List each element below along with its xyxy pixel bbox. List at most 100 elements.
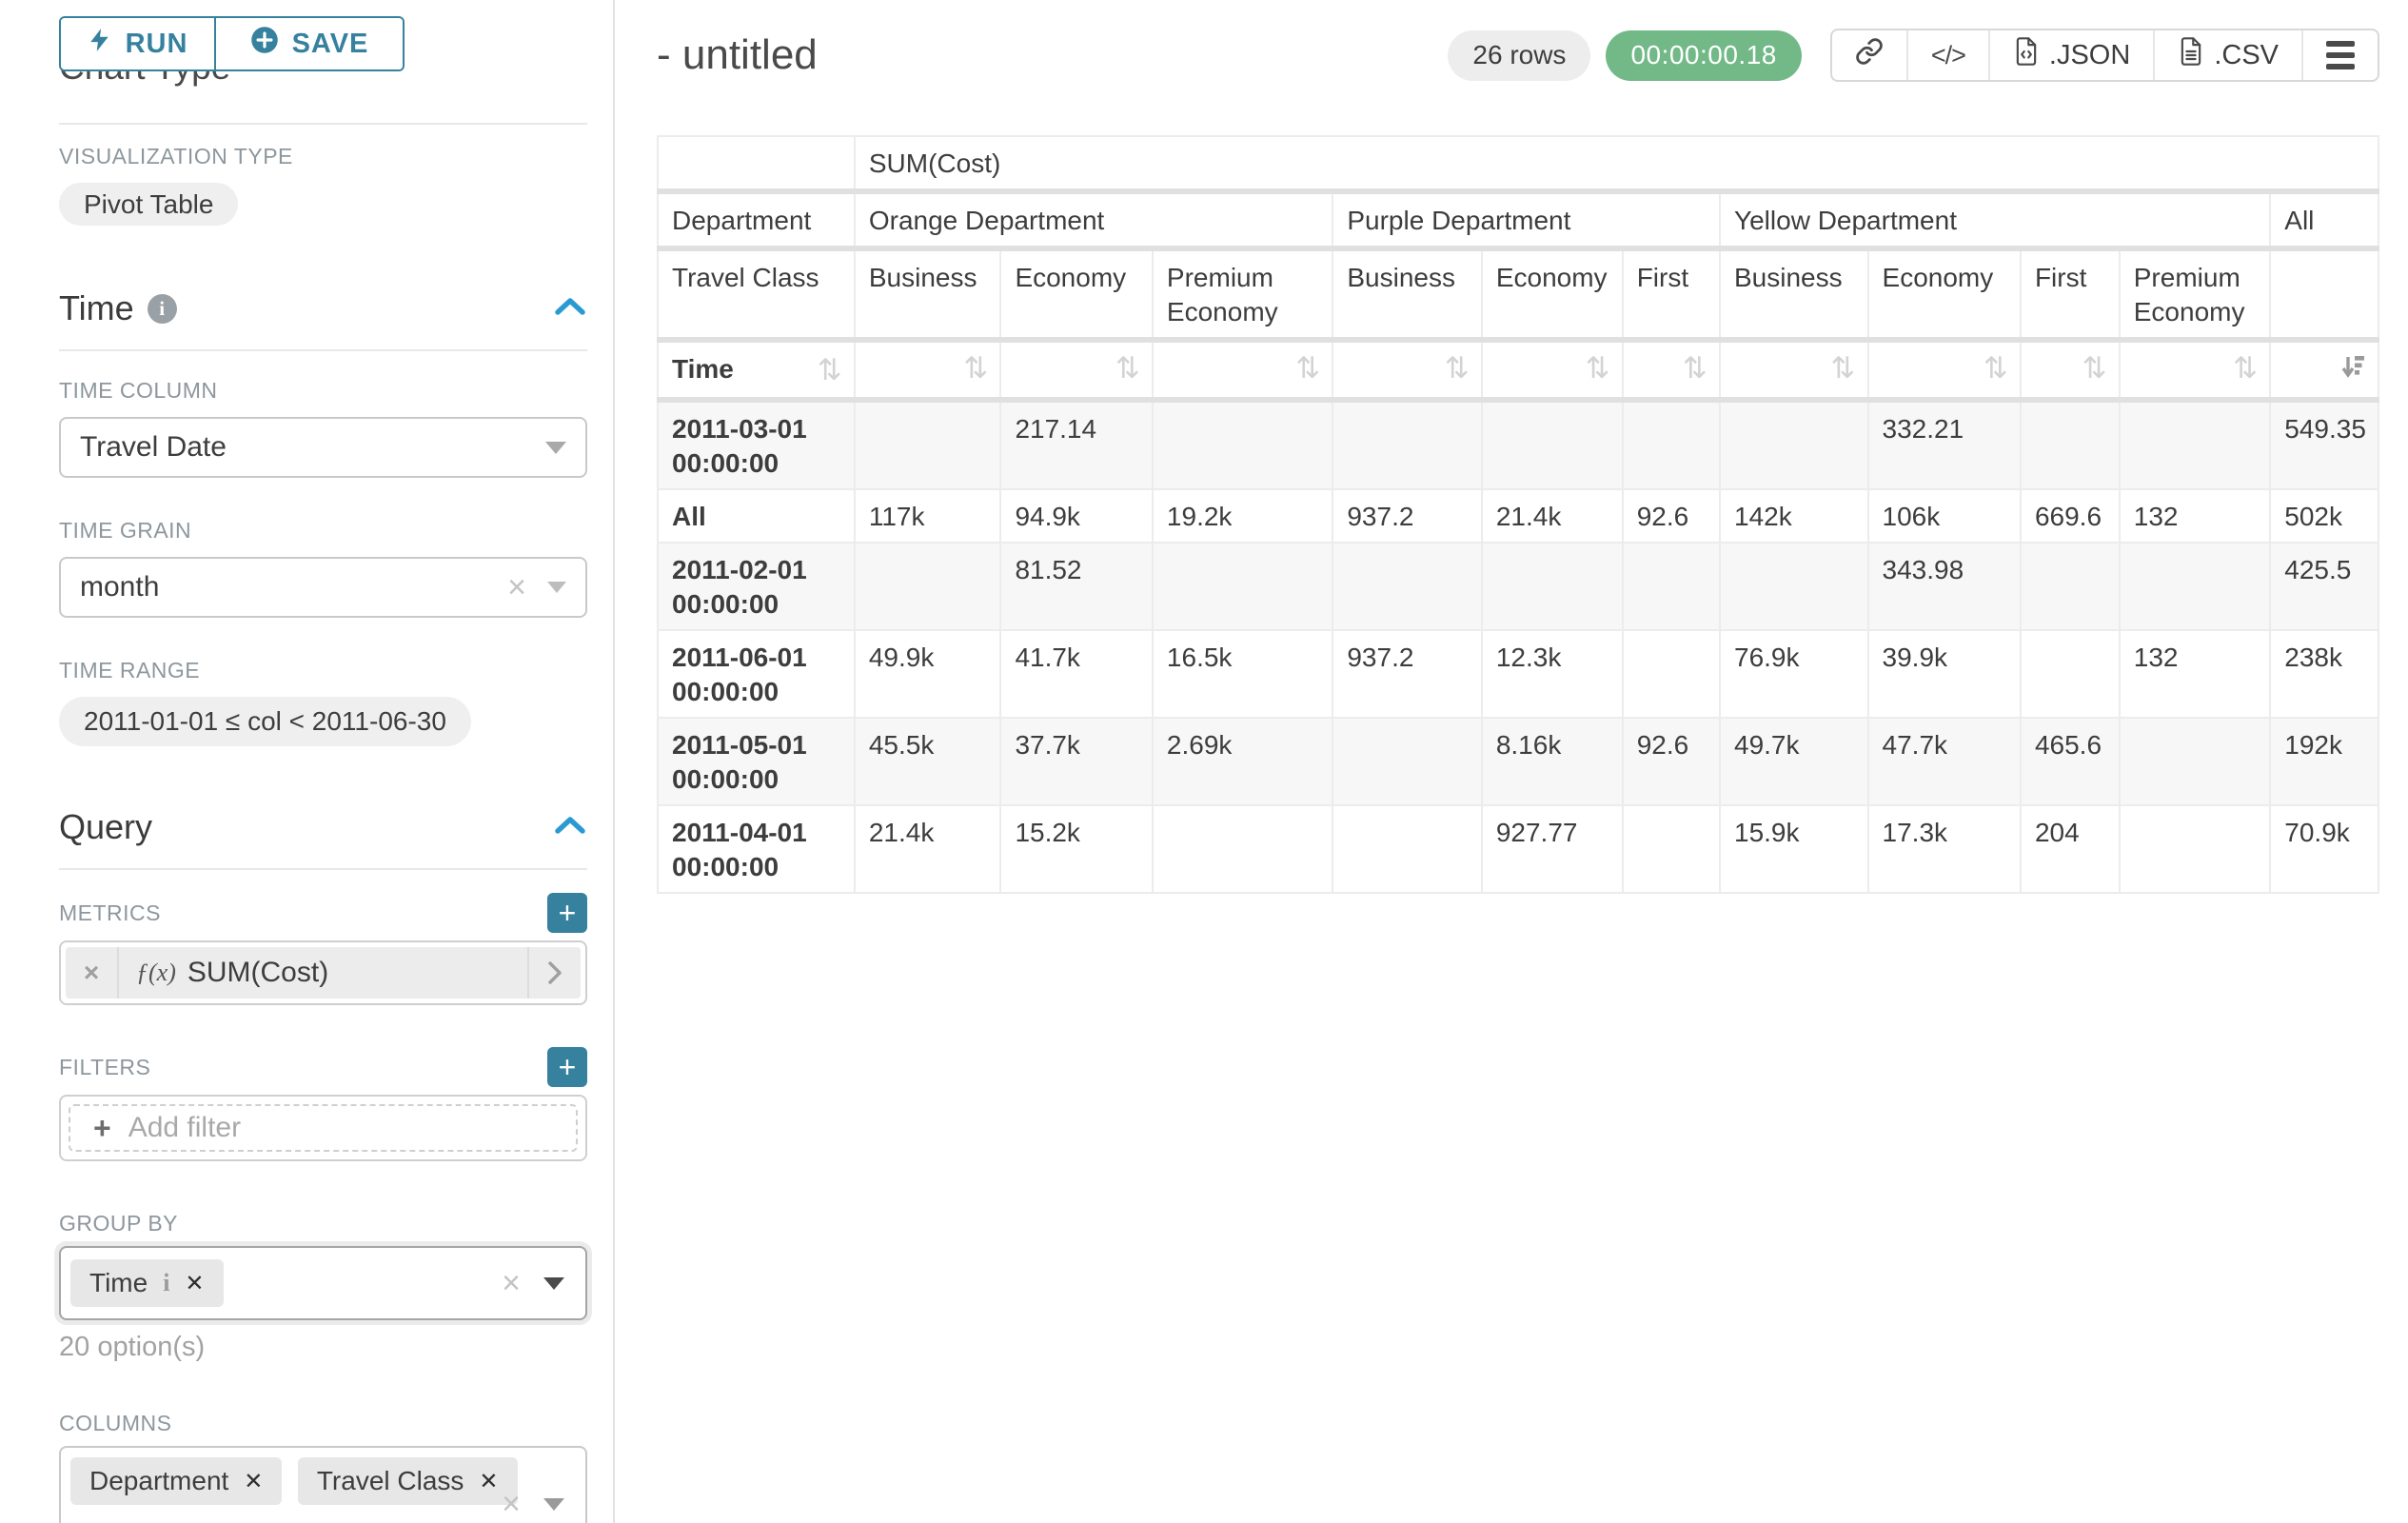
pivot-cell (853, 399, 1002, 490)
menu-button[interactable] (2303, 30, 2378, 80)
columns-tag-label: Department (89, 1466, 229, 1495)
pivot-sort-cell: ⇅ (2118, 339, 2272, 403)
pivot-cell: 332.21 (1866, 399, 2022, 490)
time-section-title: Time (59, 288, 134, 327)
save-button[interactable]: SAVE (216, 18, 403, 69)
chart-title[interactable]: - untitled (657, 31, 818, 78)
sort-icon[interactable]: ⇅ (1295, 351, 1321, 385)
chevron-up-icon[interactable] (553, 295, 587, 323)
pivot-column-group: Yellow Department (1718, 190, 2272, 251)
pivot-cell: 927.77 (1480, 804, 1624, 894)
pivot-sort-cell: ⇅ (853, 339, 1002, 403)
pivot-sub-column: Business (1332, 247, 1483, 343)
add-metric-button[interactable]: + (547, 893, 587, 933)
remove-tag-icon[interactable]: ✕ (244, 1468, 264, 1494)
filters-control-header: FILTERS + (59, 1047, 587, 1087)
visualization-type-value[interactable]: Pivot Table (59, 183, 239, 226)
sort-icon[interactable]: ⇅ (2082, 351, 2107, 385)
sort-icon[interactable]: ⇅ (1444, 351, 1470, 385)
control-panel-sidebar: Chart Type RUN SAVE (0, 0, 615, 1523)
share-link-button[interactable] (1832, 30, 1908, 80)
columns-tag-label: Travel Class (316, 1466, 464, 1495)
pivot-cell: 21.4k (853, 804, 1002, 894)
chevron-down-icon[interactable] (547, 582, 566, 593)
group-by-select[interactable]: Time i ✕ × (59, 1246, 587, 1320)
clear-icon[interactable]: × (502, 1486, 521, 1522)
metrics-control-header: METRICS + (59, 893, 587, 933)
time-grain-select[interactable]: month × (59, 557, 587, 618)
pivot-cell: 47.7k (1866, 717, 2022, 806)
filters-label: FILTERS (59, 1054, 151, 1079)
sort-descending-icon[interactable] (2340, 352, 2366, 389)
plus-circle-icon (250, 26, 279, 62)
plus-icon: + (93, 1110, 111, 1145)
export-csv-button[interactable]: .CSV (2155, 30, 2303, 80)
pivot-cell: 76.9k (1719, 629, 1869, 719)
function-icon: ƒ(x) (136, 959, 176, 986)
columns-select[interactable]: Department ✕ Travel Class ✕ × (59, 1446, 587, 1523)
columns-tag[interactable]: Department ✕ (70, 1457, 283, 1505)
pivot-cell (2118, 804, 2272, 894)
clear-icon[interactable]: × (502, 1265, 521, 1301)
sort-icon[interactable]: ⇅ (1683, 351, 1707, 385)
pivot-cell: 41.7k (999, 629, 1154, 719)
link-icon (1855, 37, 1884, 73)
pivot-sort-cell: ⇅ (999, 339, 1154, 403)
columns-tag[interactable]: Travel Class ✕ (297, 1457, 518, 1505)
view-query-button[interactable]: </> (1908, 30, 1990, 80)
sort-icon[interactable]: ⇅ (1830, 351, 1856, 385)
code-icon: </> (1930, 40, 1966, 69)
pivot-cell: 142k (1719, 488, 1869, 544)
pivot-cell: 106k (1866, 488, 2022, 544)
pivot-sort-cell (2269, 339, 2379, 403)
run-button[interactable]: RUN (61, 18, 216, 69)
metric-item[interactable]: × ƒ(x) SUM(Cost) (66, 947, 581, 999)
lightning-bolt-icon (88, 26, 112, 62)
export-toolbar: </> .JSON .CSV (1829, 29, 2379, 82)
time-column-value: Travel Date (80, 431, 227, 463)
chevron-down-icon[interactable] (545, 441, 566, 454)
pivot-corner-empty (657, 135, 856, 194)
query-section-header[interactable]: Query (59, 807, 587, 847)
remove-tag-icon[interactable]: ✕ (185, 1270, 205, 1296)
pivot-cell: 549.35 (2269, 399, 2379, 490)
add-filter-dropzone[interactable]: + Add filter (69, 1104, 578, 1152)
pivot-cell (1621, 804, 1722, 894)
sort-icon[interactable]: ⇅ (1115, 351, 1140, 385)
chart-type-section: Chart Type RUN SAVE (0, 0, 613, 125)
pivot-sub-column: Economy (1866, 247, 2022, 343)
chevron-down-icon[interactable] (543, 1497, 564, 1511)
chevron-down-icon[interactable] (543, 1276, 564, 1290)
add-filter-button[interactable]: + (547, 1047, 587, 1087)
time-range-value[interactable]: 2011-01-01 ≤ col < 2011-06-30 (59, 697, 471, 746)
sort-icon[interactable]: ⇅ (963, 351, 989, 385)
table-row: 2011-04-01 00:00:00 21.4k 15.2k 927.77 15.9k… (657, 804, 2379, 894)
json-file-icon (2013, 36, 2040, 74)
time-column-select[interactable]: Travel Date (59, 417, 587, 478)
pivot-cell (1151, 542, 1334, 631)
visualization-type-label: VISUALIZATION TYPE (59, 144, 293, 168)
pivot-cell: 502k (2269, 488, 2379, 544)
sort-icon[interactable]: ⇅ (817, 352, 842, 386)
export-json-button[interactable]: .JSON (1990, 30, 2156, 80)
pivot-cell (1332, 717, 1483, 806)
sort-icon[interactable]: ⇅ (1585, 351, 1610, 385)
pivot-sub-column: First (2019, 247, 2121, 343)
sort-icon[interactable]: ⇅ (2233, 351, 2259, 385)
pivot-cell: 21.4k (1480, 488, 1624, 544)
clear-icon[interactable]: × (507, 569, 526, 605)
pivot-cell: 238k (2269, 629, 2379, 719)
chevron-right-icon[interactable] (527, 947, 581, 999)
sort-icon[interactable]: ⇅ (1983, 351, 2008, 385)
remove-metric-icon[interactable]: × (66, 947, 119, 999)
pivot-cell: 70.9k (2269, 804, 2379, 894)
time-section-header[interactable]: Time i (59, 288, 587, 328)
pivot-row-header: All (657, 488, 856, 544)
chevron-up-icon[interactable] (553, 814, 587, 841)
group-by-tag[interactable]: Time i ✕ (70, 1259, 224, 1307)
remove-tag-icon[interactable]: ✕ (479, 1468, 499, 1494)
pivot-cell: 669.6 (2019, 488, 2121, 544)
query-timer-badge: 00:00:00.18 (1606, 30, 1802, 81)
pivot-row-axis-label: Time (672, 354, 734, 384)
